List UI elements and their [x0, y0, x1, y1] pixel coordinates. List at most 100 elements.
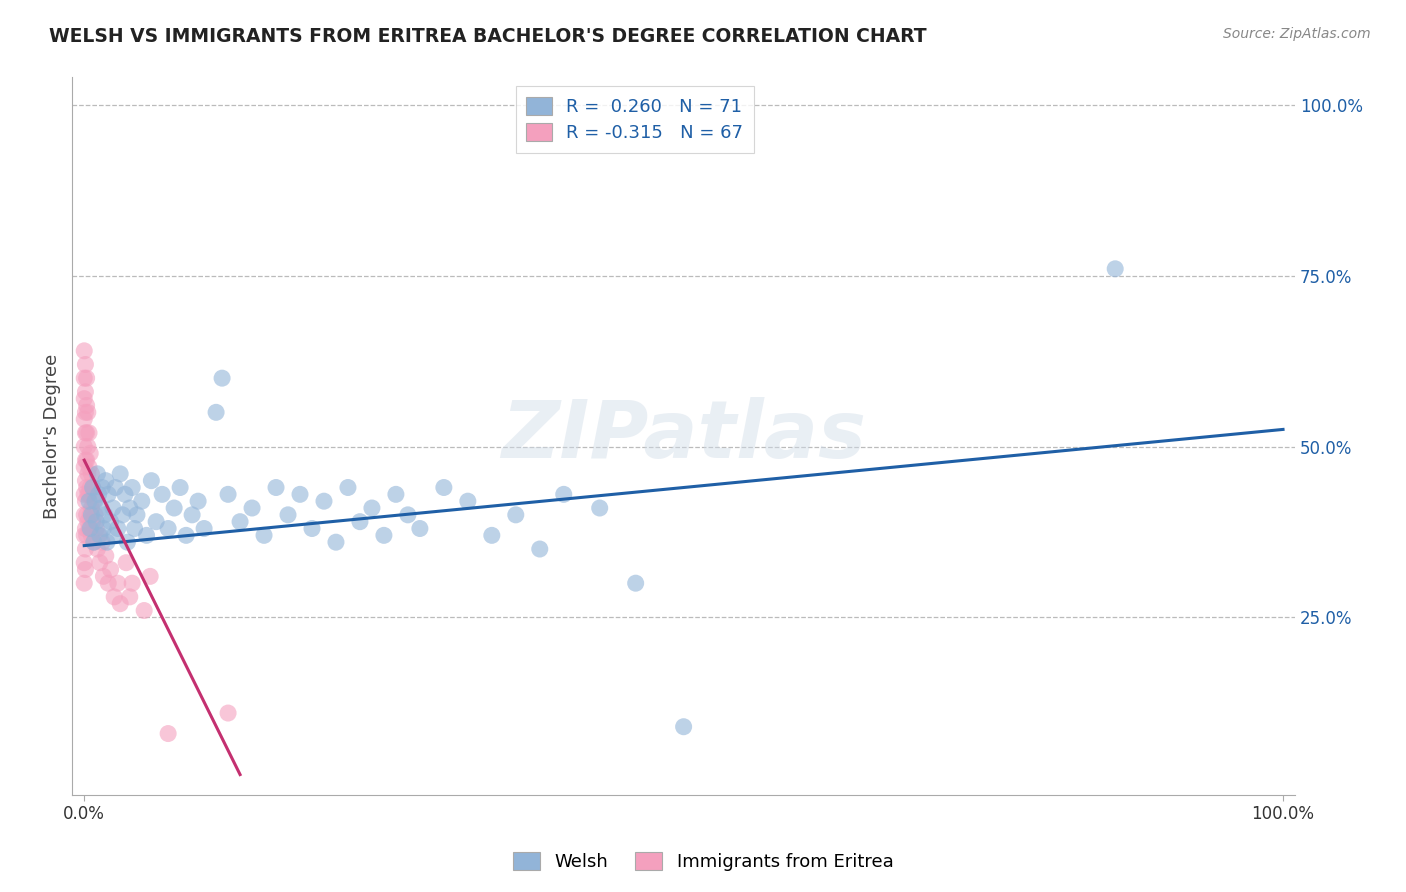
Point	[104, 481, 127, 495]
Point	[312, 494, 335, 508]
Point	[125, 508, 148, 522]
Point	[101, 501, 124, 516]
Point	[73, 392, 96, 406]
Point	[141, 474, 163, 488]
Point	[89, 528, 111, 542]
Point	[75, 522, 97, 536]
Point	[229, 515, 252, 529]
Point	[84, 515, 107, 529]
Point	[205, 405, 228, 419]
Point	[73, 576, 96, 591]
Point	[76, 440, 98, 454]
Point	[79, 508, 101, 522]
Point	[93, 508, 115, 522]
Point	[76, 481, 98, 495]
Point	[115, 556, 138, 570]
Legend: R =  0.260   N = 71, R = -0.315   N = 67: R = 0.260 N = 71, R = -0.315 N = 67	[516, 87, 754, 153]
Point	[76, 467, 98, 481]
Point	[73, 556, 96, 570]
Point	[288, 487, 311, 501]
Point	[83, 494, 105, 508]
Point	[253, 528, 276, 542]
Point	[181, 508, 204, 522]
Point	[217, 706, 239, 720]
Point	[94, 474, 117, 488]
Point	[76, 399, 98, 413]
Point	[93, 522, 115, 536]
Point	[361, 501, 384, 516]
Point	[91, 535, 114, 549]
Point	[373, 528, 395, 542]
Point	[553, 487, 575, 501]
Point	[84, 494, 107, 508]
Point	[97, 487, 120, 501]
Point	[211, 371, 233, 385]
Point	[193, 522, 215, 536]
Point	[396, 508, 419, 522]
Point	[80, 467, 103, 481]
Point	[82, 481, 104, 495]
Point	[118, 501, 141, 516]
Point	[457, 494, 479, 508]
Point	[77, 460, 100, 475]
Point	[349, 515, 371, 529]
Point	[589, 501, 612, 516]
Point	[529, 541, 551, 556]
Point	[118, 590, 141, 604]
Point	[111, 508, 134, 522]
Point	[481, 528, 503, 542]
Point	[336, 481, 359, 495]
Point	[76, 371, 98, 385]
Point	[89, 556, 111, 570]
Point	[107, 522, 129, 536]
Point	[79, 481, 101, 495]
Point	[73, 460, 96, 475]
Point	[157, 522, 180, 536]
Point	[100, 562, 122, 576]
Point	[108, 467, 131, 481]
Point	[75, 453, 97, 467]
Point	[73, 528, 96, 542]
Point	[79, 446, 101, 460]
Point	[76, 508, 98, 522]
Point	[80, 528, 103, 542]
Point	[79, 522, 101, 536]
Point	[385, 487, 408, 501]
Point	[121, 576, 143, 591]
Point	[163, 501, 186, 516]
Point	[97, 576, 120, 591]
Point	[75, 541, 97, 556]
Point	[76, 425, 98, 440]
Legend: Welsh, Immigrants from Eritrea: Welsh, Immigrants from Eritrea	[506, 846, 900, 879]
Text: ZIPatlas: ZIPatlas	[501, 397, 866, 475]
Y-axis label: Bachelor's Degree: Bachelor's Degree	[44, 353, 60, 519]
Text: Source: ZipAtlas.com: Source: ZipAtlas.com	[1223, 27, 1371, 41]
Point	[301, 522, 323, 536]
Point	[73, 440, 96, 454]
Point	[96, 535, 118, 549]
Point	[83, 535, 105, 549]
Point	[80, 501, 103, 516]
Point	[433, 481, 456, 495]
Point	[624, 576, 647, 591]
Point	[121, 481, 143, 495]
Point	[80, 508, 103, 522]
Point	[87, 487, 110, 501]
Point	[75, 562, 97, 576]
Point	[139, 569, 162, 583]
Point	[82, 481, 104, 495]
Point	[73, 371, 96, 385]
Point	[73, 343, 96, 358]
Point	[409, 522, 432, 536]
Point	[94, 549, 117, 563]
Text: WELSH VS IMMIGRANTS FROM ERITREA BACHELOR'S DEGREE CORRELATION CHART: WELSH VS IMMIGRANTS FROM ERITREA BACHELO…	[49, 27, 927, 45]
Point	[108, 597, 131, 611]
Point	[93, 569, 115, 583]
Point	[77, 494, 100, 508]
Point	[277, 508, 299, 522]
Point	[83, 535, 105, 549]
Point	[100, 515, 122, 529]
Point	[90, 501, 112, 516]
Point	[187, 494, 209, 508]
Point	[240, 501, 263, 516]
